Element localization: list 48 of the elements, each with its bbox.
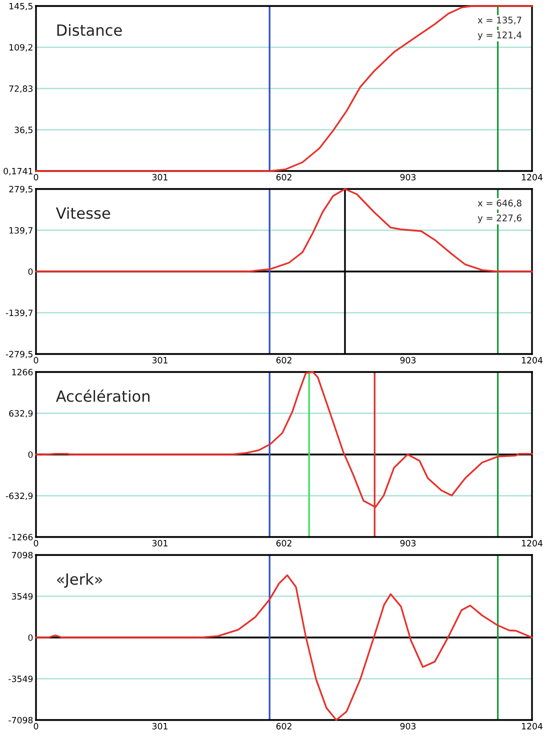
annotation: y = 227,6: [478, 214, 522, 224]
annotation: x = 135,7: [478, 16, 522, 24]
text: Accélération: [56, 389, 150, 402]
x-tick-label: 903: [400, 174, 416, 180]
x-tick-label: 903: [400, 356, 416, 364]
x-tick-label: 301: [152, 540, 168, 546]
x-tick-label: 301: [152, 722, 168, 730]
x-tick-label: 1204: [522, 540, 542, 546]
annotation: x = 646,8: [478, 200, 522, 208]
y-tick-label: 139,7: [10, 227, 32, 235]
text: «Jerk»: [57, 573, 102, 588]
x-tick-label: 602: [276, 174, 292, 180]
annotation: y = 121,4: [478, 31, 522, 40]
x-tick-label: 903: [400, 540, 416, 546]
x-tick-label: 602: [276, 540, 292, 546]
x-tick-label: 301: [152, 356, 168, 364]
y-tick-label: 3549: [12, 593, 33, 600]
y-tick-label: 0: [28, 451, 33, 458]
y-tick-label: 72,83: [9, 85, 33, 93]
x-tick-label: 1204: [522, 722, 542, 730]
y-tick-label: 0: [28, 268, 33, 275]
x-tick-label: 0: [34, 722, 38, 730]
x-tick-label: 1204: [522, 174, 542, 180]
x-tick-label: 0: [34, 540, 38, 546]
text: Vitesse: [56, 207, 110, 219]
x-tick-label: 602: [276, 356, 292, 364]
y-tick-label: 0: [28, 634, 33, 641]
x-tick-label: 903: [400, 722, 416, 730]
y-tick-label: 632,9: [9, 410, 33, 418]
x-tick-label: 602: [276, 722, 292, 730]
x-tick-label: 1204: [522, 356, 542, 364]
y-tick-label: -1266: [8, 534, 33, 540]
y-tick-label: -3549: [8, 676, 33, 682]
y-tick-label: 0,1741: [4, 168, 32, 176]
y-tick-label: 279,5: [9, 186, 32, 194]
y-tick-label: 1266: [12, 368, 33, 376]
y-tick-label: -632,9: [6, 492, 33, 500]
y-tick-label: -7098: [8, 716, 33, 724]
x-tick-label: 301: [152, 174, 168, 180]
y-tick-label: -139,7: [6, 310, 32, 318]
x-tick-label: 0: [34, 174, 38, 180]
y-tick-label: 109,2: [10, 44, 32, 52]
x-tick-label: 0: [34, 356, 38, 364]
y-tick-label: 7098: [12, 552, 33, 558]
y-tick-label: 36,5: [14, 126, 32, 134]
y-tick-label: -279,5: [6, 350, 32, 358]
text: Distance: [57, 24, 122, 36]
y-tick-label: 145,5: [10, 2, 32, 10]
